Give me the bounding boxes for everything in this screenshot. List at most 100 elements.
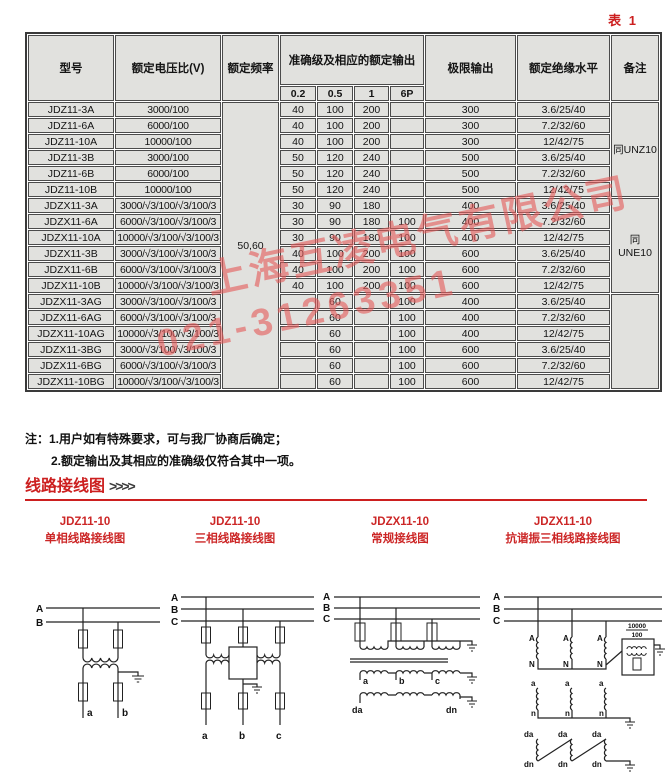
cell-ratio: 10000/√3/100/√3/100/3 — [115, 278, 221, 293]
fuse-icon — [238, 626, 248, 644]
cell: 100 — [390, 214, 424, 229]
cell: 40 — [280, 278, 316, 293]
cell: 12/42/75 — [517, 230, 610, 245]
cell — [280, 342, 316, 357]
col-header-insulation: 额定绝缘水平 — [517, 35, 610, 101]
cell: 400 — [425, 230, 516, 245]
cell-ratio: 3000/√3/100/√3/100/3 — [115, 294, 221, 309]
cell: 200 — [354, 134, 389, 149]
col-header-voltage-ratio: 额定电压比(V) — [115, 35, 221, 101]
bus-lines — [504, 596, 662, 622]
table-number-tag: 表 1 — [608, 13, 638, 28]
single-phase-wiring-diagram: A B a b — [36, 604, 160, 719]
table-row: JDZ11-10A 10000/100 40 100 200 300 12/42/75 — [28, 134, 659, 149]
cell: 500 — [425, 150, 516, 165]
phase-label-b: B — [493, 604, 500, 615]
winding1-top-label: A — [529, 634, 535, 643]
table-row: JDZX11-6BG 6000/√3/100/√3/100/3 60 100 600 7.… — [28, 358, 659, 373]
terminal-label-dn: dn — [446, 705, 457, 715]
cell: 300 — [425, 118, 516, 133]
secondary-drops — [82, 668, 119, 718]
cell: 200 — [354, 102, 389, 117]
table-row: JDZ11-10B 10000/100 50 120 240 500 12/42/75 — [28, 182, 659, 197]
secondary-coil — [82, 663, 119, 669]
cell: 300 — [425, 102, 516, 117]
cell: 200 — [354, 262, 389, 277]
cell-model: JDZX11-6BG — [28, 358, 114, 373]
winding1-top-label: A — [563, 634, 569, 643]
winding3-top-label: da — [592, 730, 602, 739]
damper-resistor — [632, 657, 642, 671]
cell: 100 — [390, 230, 424, 245]
cell — [280, 326, 316, 341]
spec-table: 型号 额定电压比(V) 额定频率 准确级及相应的额定输出 极限输出 额定绝缘水平… — [25, 32, 662, 392]
cell-freq: 50,60 — [222, 102, 279, 389]
diagram-title-3: JDZX11-10 常规接线图 — [325, 514, 475, 548]
cell: 100 — [390, 342, 424, 357]
diagram-2-model: JDZ11-10 — [209, 516, 261, 528]
cell — [280, 358, 316, 373]
damper-ratio-denominator: 100 — [632, 632, 643, 639]
cell — [280, 294, 316, 309]
accuracy-class-6P: 6P — [390, 86, 424, 101]
core-double-line — [350, 658, 448, 663]
bus-lines — [334, 596, 480, 620]
fuse-icon — [275, 626, 285, 644]
ground-icon — [655, 648, 665, 656]
cell-model: JDZX11-10BG — [28, 374, 114, 389]
primary-coil — [82, 657, 119, 663]
cell — [354, 310, 389, 325]
secondary-run — [359, 672, 473, 680]
cell: 40 — [280, 118, 316, 133]
cell-model: JDZX11-10A — [28, 230, 114, 245]
table-row: JDZX11-3BG 3000/√3/100/√3/100/3 60 100 600 3.… — [28, 342, 659, 357]
secondary-neutral-run — [537, 710, 631, 722]
winding2-top-label: a — [565, 679, 570, 688]
fuse-icon — [78, 682, 88, 702]
cell: 60 — [317, 310, 353, 325]
diagram-title-2: JDZ11-10 三相线路接线图 — [160, 514, 310, 548]
cell: 3.6/25/40 — [517, 246, 610, 261]
right-transformer-coils — [256, 652, 281, 666]
phase-label-c: C — [171, 617, 178, 628]
cell-remark: 同UNE10 — [611, 198, 659, 293]
cell: 40 — [280, 102, 316, 117]
cell-model: JDZX11-6B — [28, 262, 114, 277]
cell: 12/42/75 — [517, 134, 610, 149]
cell: 60 — [317, 374, 353, 389]
wiring-section-title: 线路接线图 — [25, 478, 106, 495]
phase-label-b: B — [171, 605, 178, 616]
cell: 40 — [280, 246, 316, 261]
cell — [390, 182, 424, 197]
winding2-top-label: a — [531, 679, 536, 688]
cell: 600 — [425, 374, 516, 389]
cell: 100 — [390, 278, 424, 293]
col-header-accuracy-group: 准确级及相应的额定输出 — [280, 35, 424, 85]
cell: 400 — [425, 294, 516, 309]
spec-table-wrap: 型号 额定电压比(V) 额定频率 准确级及相应的额定输出 极限输出 额定绝缘水平… — [25, 32, 662, 392]
diagram-4-model: JDZX11-10 — [533, 516, 593, 528]
cell: 30 — [280, 214, 316, 229]
col-header-frequency: 额定频率 — [222, 35, 279, 101]
cell: 90 — [317, 230, 353, 245]
cell-remark — [611, 294, 659, 389]
cell-ratio: 10000/√3/100/√3/100/3 — [115, 326, 221, 341]
ground-icon — [467, 676, 477, 684]
cell: 100 — [390, 310, 424, 325]
cell-ratio: 6000/√3/100/√3/100/3 — [115, 262, 221, 277]
primary-drops — [359, 597, 433, 647]
cell-model: JDZ11-3B — [28, 150, 114, 165]
ground-tap — [243, 683, 258, 687]
secondary-drops — [205, 663, 281, 725]
bus-lines — [46, 607, 160, 623]
cell: 200 — [354, 278, 389, 293]
primary-neutral-run — [387, 640, 473, 647]
cell-ratio: 3000/√3/100/√3/100/3 — [115, 246, 221, 261]
ground-icon — [467, 700, 477, 708]
ground-tap — [118, 671, 139, 676]
cell-ratio: 6000/√3/100/√3/100/3 — [115, 214, 221, 229]
accuracy-class-0_5: 0.5 — [317, 86, 353, 101]
phase-label-a: A — [323, 592, 330, 603]
cell: 12/42/75 — [517, 278, 610, 293]
diagram-3-name: 常规接线图 — [371, 533, 429, 545]
